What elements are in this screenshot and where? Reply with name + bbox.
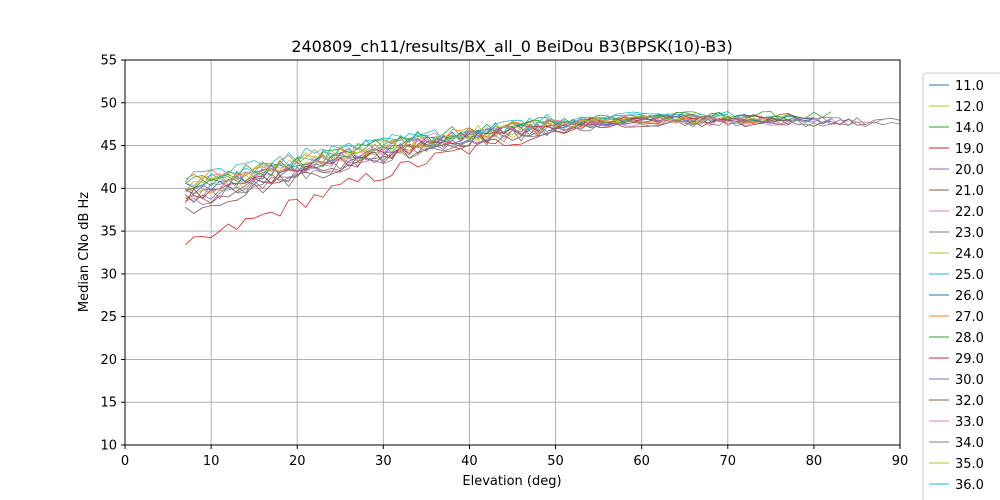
x-tick-label: 10 <box>203 454 220 469</box>
legend-label: 28.0 <box>955 331 984 346</box>
y-tick-label: 30 <box>100 267 117 282</box>
legend: 11.0 12.0 14.0 19.0 20.0 21.0 22.0 23.0 24.0 25.0… <box>922 72 1000 500</box>
legend-label: 19.0 <box>955 142 984 157</box>
legend-label: 34.0 <box>955 436 984 451</box>
legend-label: 30.0 <box>955 373 984 388</box>
legend-label: 26.0 <box>955 289 984 304</box>
y-tick-label: 35 <box>100 225 117 240</box>
legend-label: 12.0 <box>955 100 984 115</box>
x-tick-label: 40 <box>461 454 478 469</box>
legend-box <box>922 72 1000 500</box>
x-tick-label: 30 <box>375 454 392 469</box>
y-tick-label: 20 <box>100 353 117 368</box>
y-axis-label: Median CNo dB Hz <box>77 192 92 312</box>
y-tick-label: 10 <box>100 439 117 454</box>
y-tick-label: 50 <box>100 96 117 111</box>
legend-label: 35.0 <box>955 457 984 472</box>
chart-title: 240809_ch11/results/BX_all_0 BeiDou B3(B… <box>291 37 732 57</box>
x-tick-label: 90 <box>892 454 909 469</box>
legend-label: 20.0 <box>955 163 984 178</box>
x-tick-label: 50 <box>547 454 564 469</box>
y-tick-label: 25 <box>100 310 117 325</box>
y-tick-label: 15 <box>100 396 117 411</box>
x-tick-label: 20 <box>289 454 306 469</box>
legend-label: 32.0 <box>955 394 984 409</box>
legend-label: 25.0 <box>955 268 984 283</box>
x-tick-label: 0 <box>121 454 129 469</box>
plot-frame <box>124 59 901 446</box>
series-line-32.0 <box>185 118 866 204</box>
legend-label: 36.0 <box>955 478 984 493</box>
legend-label: 22.0 <box>955 205 984 220</box>
legend-label: 21.0 <box>955 184 984 199</box>
series-line-29.0 <box>184 114 780 204</box>
y-tick-label: 55 <box>100 54 117 69</box>
legend-label: 14.0 <box>955 121 984 136</box>
ticks: 0 10 20 30 40 50 60 70 80 90 10 15 20 25 30 35 40 45 50 55 <box>100 54 908 470</box>
x-tick-label: 80 <box>806 454 823 469</box>
series-lines <box>184 111 901 246</box>
x-axis-label: Elevation (deg) <box>462 474 561 489</box>
x-tick-label: 70 <box>720 454 737 469</box>
y-tick-label: 45 <box>100 139 117 154</box>
series-line-36.0 <box>184 111 728 183</box>
series-line-30.0 <box>185 116 849 199</box>
series-line-33.0 <box>185 114 746 193</box>
y-tick-label: 40 <box>100 182 117 197</box>
legend-label: 24.0 <box>955 247 984 262</box>
legend-label: 23.0 <box>955 226 984 241</box>
series-line-24.0 <box>185 115 754 190</box>
legend-label: 33.0 <box>955 415 984 430</box>
legend-label: 11.0 <box>955 79 984 94</box>
legend-label: 29.0 <box>955 352 984 367</box>
legend-label: 27.0 <box>955 310 984 325</box>
series-line-34.0 <box>185 118 901 204</box>
x-tick-label: 60 <box>633 454 650 469</box>
